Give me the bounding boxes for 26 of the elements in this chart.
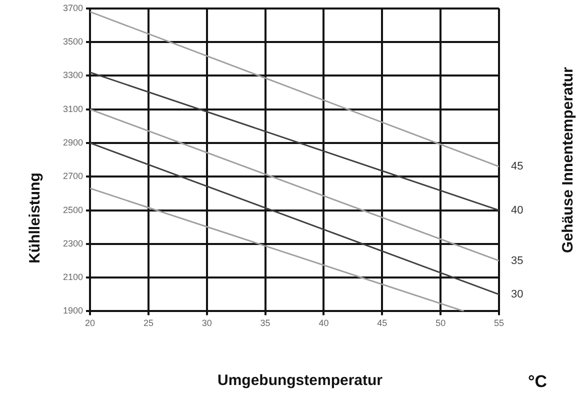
y2-axis-title: Gehäuse Innentemperatur bbox=[560, 67, 576, 253]
x-tick-label: 30 bbox=[202, 318, 212, 328]
y-axis-title: Kühlleistung bbox=[26, 172, 44, 264]
x-tick-label: 35 bbox=[260, 318, 270, 328]
y-tick-label: 2500 bbox=[62, 204, 84, 215]
y-tick-label: 3500 bbox=[62, 36, 84, 47]
y-tick-label: 3300 bbox=[62, 70, 84, 80]
x-tick-label: 20 bbox=[85, 318, 96, 328]
series-label: 45 bbox=[511, 160, 524, 173]
y-tick-label: 3700 bbox=[62, 2, 84, 13]
x-tick-label: 55 bbox=[494, 318, 504, 328]
series-label: 35 bbox=[511, 254, 524, 267]
y-tick-label: 2100 bbox=[62, 272, 84, 282]
y-tick-label: 2900 bbox=[62, 137, 84, 148]
x-axis-title: Umgebungstemperatur bbox=[217, 372, 383, 389]
x-tick-label: 45 bbox=[377, 318, 388, 328]
series-label: 40 bbox=[511, 204, 524, 216]
series-label: 30 bbox=[511, 288, 524, 300]
y-tick-label: 2300 bbox=[62, 238, 84, 248]
y-tick-label: 2700 bbox=[62, 171, 84, 182]
x-tick-label: 50 bbox=[436, 318, 446, 328]
x-tick-label: 25 bbox=[143, 318, 154, 328]
text: °C bbox=[528, 372, 548, 392]
y-tick-label: 1900 bbox=[62, 306, 84, 316]
x-tick-label: 40 bbox=[318, 318, 329, 328]
y-tick-label: 3100 bbox=[62, 104, 84, 114]
